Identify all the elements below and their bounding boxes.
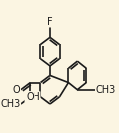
Text: O: O — [13, 85, 20, 95]
Text: CH3: CH3 — [96, 85, 116, 95]
Text: F: F — [47, 17, 53, 27]
Text: CH3: CH3 — [0, 99, 20, 109]
Text: O: O — [27, 92, 34, 102]
Text: NH: NH — [25, 92, 40, 102]
